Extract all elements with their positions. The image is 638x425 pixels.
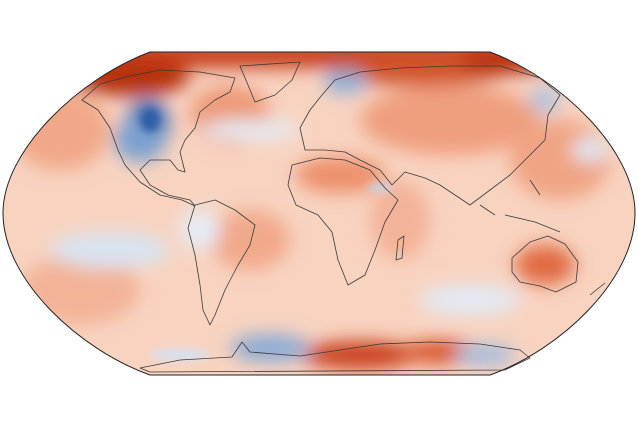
south-america [187, 199, 256, 326]
north-america [81, 69, 236, 207]
australia [511, 235, 579, 293]
map-border [2, 51, 636, 376]
islands [479, 179, 606, 296]
africa [287, 157, 399, 286]
anomaly-detail [140, 108, 392, 361]
madagascar [395, 235, 405, 261]
eurasia [299, 65, 561, 206]
antarctica [139, 341, 531, 373]
greenland [239, 61, 301, 103]
coastlines [81, 61, 606, 373]
map-field [3, 52, 635, 375]
